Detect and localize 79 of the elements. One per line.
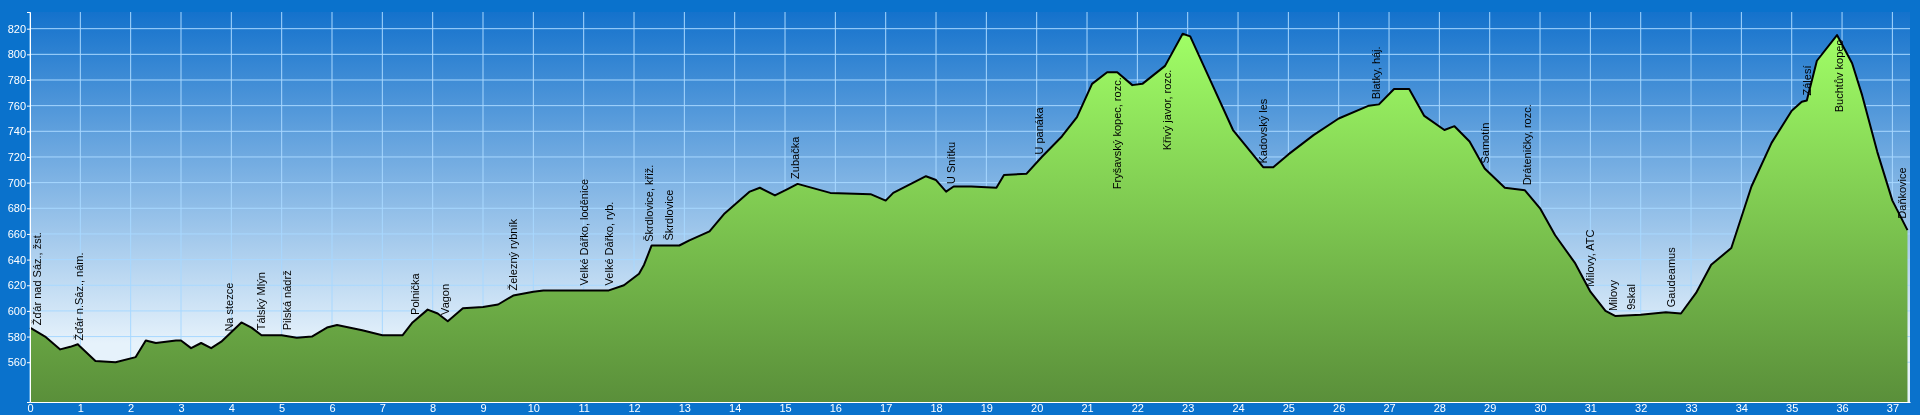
x-tick-label: 4: [228, 401, 235, 414]
annotation: 9skal: [1624, 284, 1637, 310]
y-tick-label: 800: [7, 48, 26, 61]
y-tick-label: 760: [7, 99, 26, 112]
x-tick-label: 1: [77, 401, 84, 414]
x-tick-label: 13: [678, 401, 691, 414]
y-tick-label: 580: [7, 330, 26, 343]
x-tick-label: 27: [1383, 401, 1396, 414]
annotation: Kadovský les: [1257, 98, 1270, 164]
y-tick-label: 700: [7, 176, 26, 189]
x-tick-label: 19: [980, 401, 993, 414]
y-tick-label: 620: [7, 279, 26, 292]
y-tick-label: 740: [7, 125, 26, 138]
annotation: Milovy, ATC: [1584, 229, 1597, 287]
x-tick-label: 10: [527, 401, 540, 414]
x-tick-label: 0: [27, 401, 34, 414]
annotation: Samotín: [1478, 122, 1491, 164]
annotation: Buchtův kopec: [1833, 39, 1846, 113]
y-tick-label: 720: [7, 150, 26, 163]
x-tick-label: 20: [1031, 401, 1044, 414]
annotation: U Snítku: [944, 141, 957, 185]
annotation: Velké Dářko, loděnice: [577, 178, 590, 286]
annotation: Fryšavský kopec, rozc.: [1111, 77, 1124, 190]
annotation: Zubačka: [788, 135, 801, 179]
x-tick-label: 12: [628, 401, 641, 414]
annotation: Žďár n.Sáz., nám.: [73, 252, 86, 341]
annotation: Daňkovice: [1896, 167, 1909, 219]
annotation: Milovy: [1606, 279, 1619, 312]
x-tick-label: 11: [578, 401, 590, 414]
annotation: Vagon: [439, 283, 452, 315]
annotation: Žďár nad Sáz., žst.: [31, 232, 44, 326]
x-tick-label: 8: [430, 401, 437, 414]
y-tick-label: 780: [7, 74, 26, 87]
x-tick-label: 9: [480, 401, 487, 414]
x-tick-label: 14: [729, 401, 742, 414]
annotation: Škrdlovice, křiž.: [642, 164, 655, 242]
x-tick-label: 35: [1786, 401, 1799, 414]
annotation: Blatky, háj.: [1370, 46, 1383, 100]
x-tick-label: 28: [1433, 401, 1446, 414]
x-tick-label: 2: [128, 401, 135, 414]
x-tick-label: 29: [1484, 401, 1497, 414]
annotation: U panáka: [1033, 106, 1046, 155]
annotation: Polnička: [408, 272, 421, 315]
x-tick-label: 36: [1836, 401, 1849, 414]
x-tick-label: 33: [1685, 401, 1698, 414]
x-tick-label: 31: [1584, 401, 1597, 414]
x-tick-label: 16: [829, 401, 842, 414]
x-tick-label: 15: [779, 401, 792, 414]
x-tick-label: 32: [1635, 401, 1648, 414]
x-tick-label: 24: [1232, 401, 1245, 414]
annotation: Tálský Mlýn: [255, 272, 268, 331]
y-tick-label: 680: [7, 202, 26, 215]
x-tick-label: 7: [379, 401, 386, 414]
y-tick-label: 640: [7, 253, 26, 266]
x-tick-label: 5: [279, 401, 286, 414]
x-tick-label: 30: [1534, 401, 1547, 414]
x-tick-label: 25: [1282, 401, 1295, 414]
annotation: Škrdlovice: [663, 189, 676, 241]
y-tick-label: 820: [7, 22, 26, 35]
annotation: Na stezce: [222, 282, 235, 332]
x-tick-label: 34: [1735, 401, 1748, 414]
annotation: Dráteničky, rozc.: [1521, 104, 1534, 186]
annotation: Gaudeamus: [1664, 246, 1677, 308]
x-tick-label: 23: [1182, 401, 1195, 414]
annotation: Pilská nádrž: [280, 270, 293, 331]
x-tick-label: 26: [1333, 401, 1346, 414]
y-tick-label: 560: [7, 356, 26, 369]
x-tick-label: 21: [1081, 401, 1094, 414]
y-tick-label: 600: [7, 304, 26, 317]
y-tick-label: 660: [7, 227, 26, 240]
x-tick-label: 18: [930, 401, 943, 414]
x-tick-label: 6: [329, 401, 336, 414]
x-tick-label: 17: [880, 401, 893, 414]
x-tick-label: 37: [1886, 401, 1900, 414]
annotation: Křivý javor, rozc.: [1161, 69, 1174, 151]
annotation: Velké Dářko, ryb.: [602, 201, 615, 286]
x-tick-label: 3: [178, 401, 185, 414]
annotation: Železný rybník: [507, 218, 520, 291]
x-tick-label: 22: [1131, 401, 1144, 414]
